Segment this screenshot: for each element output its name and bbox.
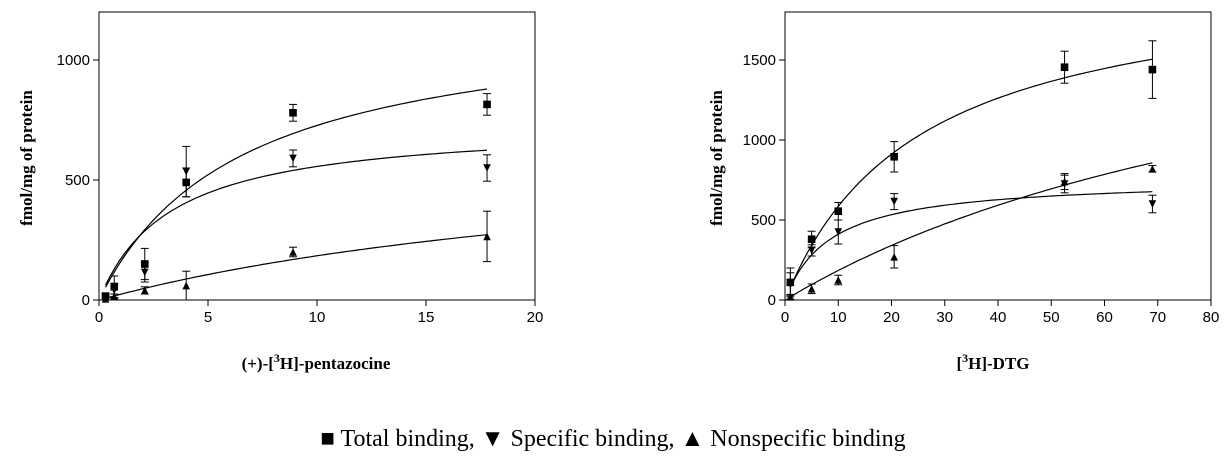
dtg-nonspecific-binding-point [786,293,795,301]
dtg-nonspecific-binding-point [890,253,898,261]
dtg-specific-binding-point [1148,200,1157,208]
pentazocine-x-axis-label: (+)-[3H]-pentazocine [242,351,391,373]
dtg-y-tick-label: 0 [768,292,776,309]
pentazocine-x-tick-label: 15 [418,309,435,326]
dtg-x-tick-label: 30 [936,309,953,326]
dtg-x-tick-label: 0 [781,309,789,326]
dtg-x-tick-label: 60 [1096,309,1113,326]
dtg-x-tick-label: 40 [990,309,1007,326]
pentazocine-plot-frame [98,11,536,301]
dtg-data-points [786,40,1157,301]
dtg-nonspecific-binding-point [1060,177,1069,186]
pentazocine-x-tick-label: 20 [527,309,544,326]
dtg-specific-binding-point [890,197,898,206]
dtg-y-tick-label: 1000 [743,132,776,149]
pentazocine-nonspecific-binding-point [101,295,110,303]
pentazocine-nonspecific-binding-point [110,292,119,301]
dtg-total-binding-point [807,235,816,243]
dtg-nonspecific-binding-point [807,285,816,293]
dtg-y-tick-label: 500 [751,212,776,229]
dtg-specific-binding-point [807,246,816,255]
dtg-total-binding-point [1148,65,1157,74]
dtg-x-tick-label: 50 [1043,309,1060,326]
pentazocine-chart: 0 5 10 15 20 0 500 1000 fmol/mg of protein (+)-… [17,11,544,373]
pentazocine-y-tick-label: 500 [65,172,90,189]
dtg-total-binding-point [834,207,843,215]
dtg-x-tick-label: 10 [830,309,847,326]
pentazocine-specific-binding-point [289,154,297,163]
pentazocine-y-tick-label: 1000 [57,52,90,69]
pentazocine-data-points [101,93,492,303]
pentazocine-x-tick-label: 10 [309,309,326,326]
dtg-total-binding-point [1060,63,1069,71]
dtg-plot-frame [784,11,1212,301]
dtg-y-tick-label: 1500 [743,52,776,69]
dtg-y-axis-label: fmol/mg of protein [707,90,726,226]
pentazocine-nonspecific-binding-curve [105,234,488,299]
dtg-specific-binding-curve [789,191,1153,288]
dtg-specific-binding-point [786,280,795,288]
dtg-axes: 0 10 20 30 40 50 60 70 80 0 500 1000 1500 [743,11,1220,326]
dtg-x-axis-label: [3H]-DTG [956,351,1029,373]
dtg-nonspecific-binding-point [834,276,843,284]
pentazocine-y-tick-label: 0 [82,292,90,309]
pentazocine-total-binding-point [289,109,297,117]
pentazocine-specific-binding-point [182,167,190,176]
pentazocine-total-binding-point [483,100,491,109]
dtg-total-binding-point [890,153,898,161]
pentazocine-specific-binding-point [110,286,119,295]
pentazocine-axes: 0 5 10 15 20 0 500 1000 [57,11,544,326]
pentazocine-nonspecific-binding-point [140,286,149,295]
pentazocine-nonspecific-binding-point [483,232,491,241]
dtg-x-tick-label: 20 [883,309,900,326]
dtg-fit-curves [789,58,1153,298]
pentazocine-x-tick-label: 5 [204,309,212,326]
pentazocine-total-binding-curve [104,88,488,288]
dtg-specific-binding-point [834,228,843,236]
pentazocine-specific-binding-point [140,268,149,277]
dtg-chart: 0 10 20 30 40 50 60 70 80 0 500 1000 1500 fmol/mg of… [707,11,1220,373]
pentazocine-fit-curves [104,88,488,299]
dtg-x-tick-label: 70 [1149,309,1166,326]
dtg-x-tick-label: 80 [1203,309,1220,326]
pentazocine-y-axis-label: fmol/mg of protein [17,90,36,226]
pentazocine-x-tick-label: 0 [95,309,103,326]
pentazocine-nonspecific-binding-point [289,248,297,256]
pentazocine-specific-binding-curve [104,149,488,286]
legend-text: ■ Total binding, ▼ Specific binding, ▲ N… [320,426,905,452]
dtg-total-binding-curve [789,58,1153,288]
dtg-nonspecific-binding-point [1148,165,1157,173]
dtg-nonspecific-binding-curve [790,162,1153,298]
pentazocine-specific-binding-point [483,164,491,172]
pentazocine-nonspecific-binding-point [182,281,190,290]
